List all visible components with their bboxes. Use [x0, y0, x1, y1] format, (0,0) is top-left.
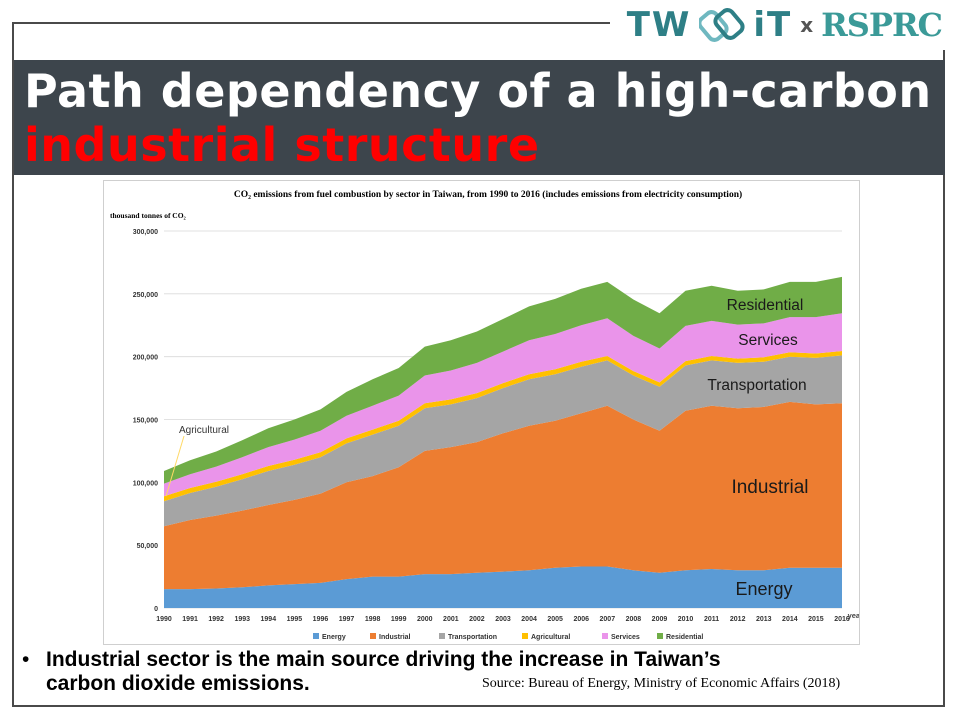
x-tick-label-2001: 2001: [443, 616, 459, 623]
x-tick-label-2010: 2010: [678, 616, 694, 623]
legend-label-energy: Energy: [322, 634, 346, 641]
y-tick-label-3: 150,000: [133, 418, 158, 425]
y-tick-label-2: 100,000: [133, 480, 158, 487]
x-tick-label-2014: 2014: [782, 616, 798, 623]
legend-swatch-transportation: [439, 633, 445, 639]
legend-label-agricultural: Agricultural: [531, 634, 570, 641]
area-energy: [164, 566, 842, 608]
y-axis-label: thousand tonnes of CO₂: [110, 211, 187, 220]
x-tick-label-2008: 2008: [626, 616, 642, 623]
x-tick-label-1991: 1991: [182, 616, 198, 623]
area-services: [164, 313, 842, 497]
x-tick-label-1990: 1990: [156, 616, 172, 623]
x-tick-label-1995: 1995: [287, 616, 303, 623]
annotation-residential: Residential: [727, 297, 804, 314]
legend-swatch-residential: [657, 633, 663, 639]
logo-area: TW iT x RSPRC: [610, 0, 960, 50]
annotation-transportation: Transportation: [707, 377, 806, 394]
x-tick-label-1994: 1994: [261, 616, 277, 623]
y-tick-label-0: 0: [154, 606, 158, 613]
y-tick-label-5: 250,000: [133, 292, 158, 299]
legend-label-industrial: Industrial: [379, 634, 411, 641]
legend-swatch-services: [602, 633, 608, 639]
annotation-services: Services: [738, 332, 798, 349]
y-tick-label-4: 200,000: [133, 355, 158, 362]
legend-label-residential: Residential: [666, 634, 703, 641]
legend-swatch-agricultural: [522, 633, 528, 639]
emissions-area-chart: CO₂ emissions from fuel combustion by se…: [110, 189, 859, 641]
title-band: Path dependency of a high-carbon industr…: [14, 60, 945, 175]
x-tick-label-2007: 2007: [600, 616, 616, 623]
area-transportation: [164, 355, 842, 527]
x-tick-label-2003: 2003: [495, 616, 511, 623]
x-tick-label-2016: 2016: [834, 616, 850, 623]
x-axis-label: year: [848, 611, 859, 620]
annotation-industrial: Industrial: [731, 477, 808, 498]
logo-separator: x: [800, 13, 814, 37]
x-tick-label-2006: 2006: [573, 616, 589, 623]
x-tick-label-2002: 2002: [469, 616, 485, 623]
legend-label-services: Services: [611, 634, 640, 641]
y-tick-label-6: 300,000: [133, 229, 158, 236]
chart-title: CO₂ emissions from fuel combustion by se…: [234, 189, 742, 200]
area-industrial: [164, 401, 842, 590]
page-title-line-2: industrial structure: [24, 118, 540, 172]
x-tick-label-1996: 1996: [313, 616, 329, 623]
area-residential: [164, 276, 842, 484]
legend-label-transportation: Transportation: [448, 634, 497, 641]
x-tick-label-2013: 2013: [756, 616, 772, 623]
x-tick-label-2000: 2000: [417, 616, 433, 623]
x-tick-label-1999: 1999: [391, 616, 407, 623]
x-tick-label-1997: 1997: [339, 616, 355, 623]
chain-link-icon: [699, 8, 745, 42]
y-tick-label-1: 50,000: [137, 543, 159, 550]
source-citation: Source: Bureau of Energy, Ministry of Ec…: [482, 676, 841, 691]
twiit-logo-left: TW: [626, 5, 692, 45]
bullet-text: Industrial sector is the main source dri…: [46, 648, 721, 695]
x-tick-label-2004: 2004: [521, 616, 537, 623]
twiit-logo-right: iT: [753, 5, 793, 45]
annotation-agricultural: Agricultural: [179, 425, 229, 436]
x-tick-label-2012: 2012: [730, 616, 746, 623]
x-tick-label-2015: 2015: [808, 616, 824, 623]
x-tick-label-1993: 1993: [234, 616, 250, 623]
legend-swatch-industrial: [370, 633, 376, 639]
x-tick-label-1992: 1992: [208, 616, 224, 623]
bullet-dot: •: [22, 648, 30, 671]
annotation-energy: Energy: [735, 579, 792, 599]
rsprc-logo: RSPRC: [821, 6, 943, 44]
legend-swatch-energy: [313, 633, 319, 639]
chart-container: CO₂ emissions from fuel combustion by se…: [103, 180, 860, 645]
x-tick-label-2011: 2011: [704, 616, 719, 623]
x-tick-label-2009: 2009: [652, 616, 668, 623]
page-title-line-1: Path dependency of a high-carbon: [24, 64, 932, 118]
annotation-agricultural-leader: [165, 435, 185, 497]
x-tick-label-1998: 1998: [365, 616, 381, 623]
x-tick-label-2005: 2005: [547, 616, 563, 623]
